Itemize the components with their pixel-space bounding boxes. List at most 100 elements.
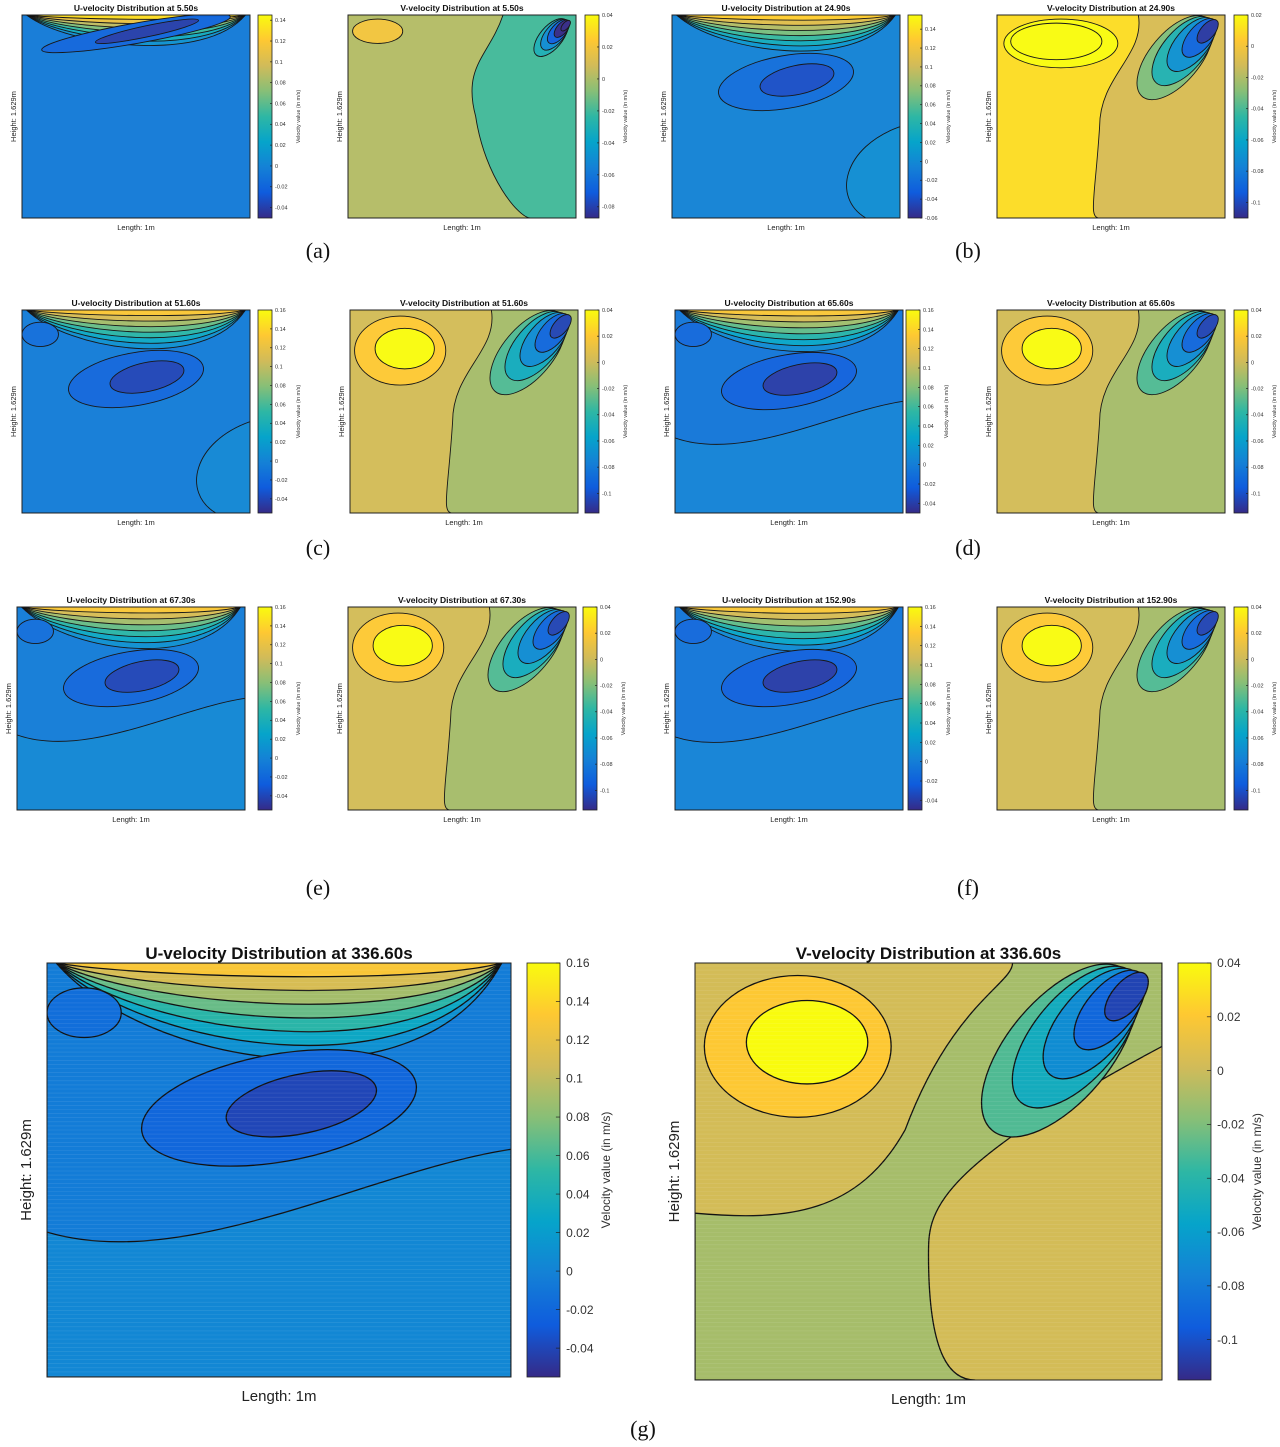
colorbar (257, 309, 273, 514)
contour-plot-area (22, 15, 250, 218)
x-axis-label: Length: 1m (443, 815, 481, 824)
colorbar-tick-label: 0.08 (923, 385, 934, 391)
colorbar-tick-label: 0 (602, 77, 605, 83)
colorbar-tick-label: -0.04 (925, 197, 938, 203)
y-axis-label: Height: 1.629m (9, 91, 18, 142)
colorbar-tick-label: 0.04 (925, 122, 936, 128)
y-axis-label: Height: 1.629m (335, 683, 344, 734)
colorbar-tick-label: -0.04 (1217, 1171, 1245, 1185)
contour-cell (675, 321, 712, 347)
colorbar (1233, 14, 1249, 219)
colorbar-tick-label: 0 (275, 164, 278, 170)
colorbar-tick-label: 0.08 (275, 81, 286, 87)
colorbar-tick-label: 0.02 (925, 740, 936, 746)
contour-cell (352, 18, 404, 44)
contour-region (471, 15, 576, 218)
y-axis-label: Height: 1.629m (666, 1121, 683, 1223)
plot-title: V-velocity Distribution at 65.60s (1047, 298, 1175, 308)
colorbar-tick-label: 0.14 (275, 624, 286, 630)
plot-title: V-velocity Distribution at 24.90s (1047, 3, 1175, 13)
colorbar-label: Velocity value (in m/s) (1272, 90, 1278, 144)
contour-plot-area (675, 607, 903, 810)
colorbar-tick-label: -0.02 (275, 478, 288, 484)
colorbar (257, 14, 273, 219)
colorbar-tick-label: 0.14 (275, 327, 286, 333)
contour-region (47, 1148, 511, 1377)
contour-negative-level (1196, 19, 1219, 44)
colorbar-tick-label: -0.04 (600, 710, 613, 716)
plot-frame (347, 14, 577, 219)
colorbar-tick-label: 0.04 (1217, 956, 1241, 970)
subplot-v-velocity: V-velocity Distribution at 67.30s Length:… (335, 595, 627, 824)
plot-frame (21, 309, 251, 514)
colorbar-tick-label: -0.08 (600, 762, 613, 768)
colorbar-tick-label: 0 (925, 760, 928, 766)
colorbar-tick-label: 0.12 (275, 643, 286, 649)
subplot-v-velocity: V-velocity Distribution at 5.50s Length: … (335, 3, 629, 232)
colorbar-tick-label: 0 (1217, 1064, 1224, 1078)
subplot-u-velocity: U-velocity Distribution at 51.60s Length:… (9, 298, 302, 527)
contour-plot-area (997, 310, 1225, 513)
y-axis-label: Height: 1.629m (662, 386, 671, 437)
colorbar (1233, 309, 1249, 514)
contour-vortex-inner (762, 362, 838, 396)
colorbar-label: Velocity value (in m/s) (1272, 385, 1278, 439)
colorbar-tick-label: 0.1 (923, 366, 931, 372)
colorbar (907, 14, 923, 219)
x-axis-label: Length: 1m (1092, 518, 1130, 527)
y-axis-label: Height: 1.629m (4, 683, 13, 734)
colorbar-tick-label: -0.04 (275, 206, 288, 212)
x-axis-label: Length: 1m (770, 815, 808, 824)
y-axis-label: Height: 1.629m (335, 91, 344, 142)
colorbar-tick-label: -0.08 (602, 205, 615, 211)
caption-g: (g) (630, 1416, 656, 1441)
colorbar-tick-label: 0.16 (925, 605, 936, 611)
contour-plot-area (997, 15, 1225, 218)
colorbar-tick-label: 0.06 (925, 702, 936, 708)
colorbar-tick-label: 0.06 (923, 405, 934, 411)
contour-negative-level (1104, 971, 1149, 1022)
colorbar-tick-label: 0.06 (275, 402, 286, 408)
colorbar-tick-label: 0.1 (925, 663, 933, 669)
colorbar-tick-label: -0.02 (602, 109, 615, 115)
colorbar-tick-label: 0.16 (275, 605, 286, 611)
contour-negative-level (549, 314, 572, 339)
contour-vortex-inner (109, 360, 185, 394)
colorbar-tick-label: -0.04 (923, 501, 936, 507)
colorbar-tick-label: 0.02 (600, 631, 611, 637)
x-axis-label: Length: 1m (445, 518, 483, 527)
colorbar-tick-label: 0.02 (1251, 631, 1262, 637)
contour-plot-area (672, 15, 900, 218)
contour-plot-area (348, 607, 576, 810)
x-axis-label: Length: 1m (1092, 815, 1130, 824)
colorbar-tick-label: -0.02 (1251, 387, 1264, 393)
colorbar-tick-label: -0.1 (1217, 1333, 1238, 1347)
colorbar-tick-label: 0.1 (275, 662, 283, 668)
colorbar (526, 962, 561, 1378)
contour-negative-level (547, 611, 570, 636)
colorbar-tick-label: 0.02 (275, 737, 286, 743)
colorbar-tick-label: -0.02 (923, 482, 936, 488)
plot-frame (16, 606, 246, 811)
colorbar-tick-label: 0.1 (566, 1072, 583, 1086)
colorbar-tick-label: 0.08 (566, 1110, 590, 1124)
colorbar (905, 309, 921, 514)
plot-title: U-velocity Distribution at 65.60s (725, 298, 854, 308)
plot-title: U-velocity Distribution at 5.50s (74, 3, 198, 13)
colorbar-tick-label: 0 (275, 756, 278, 762)
plot-title: V-velocity Distribution at 336.60s (796, 944, 1061, 963)
colorbar-tick-label: 0.14 (925, 624, 936, 630)
colorbar-tick-label: 0 (566, 1264, 573, 1278)
y-axis-label: Height: 1.629m (9, 386, 18, 437)
colorbar-label: Velocity value (in m/s) (944, 385, 950, 439)
colorbar-tick-label: -0.02 (1251, 684, 1264, 690)
y-axis-label: Height: 1.629m (662, 683, 671, 734)
plot-title: V-velocity Distribution at 67.30s (398, 595, 526, 605)
colorbar-tick-label: 0.1 (275, 365, 283, 371)
colorbar (584, 309, 600, 514)
colorbar-tick-label: -0.04 (602, 413, 615, 419)
colorbar-tick-label: 0.02 (925, 140, 936, 146)
y-axis-label: Height: 1.629m (984, 91, 993, 142)
colorbar-label: Velocity value (in m/s) (296, 682, 302, 736)
contour-plot-area (675, 310, 903, 513)
